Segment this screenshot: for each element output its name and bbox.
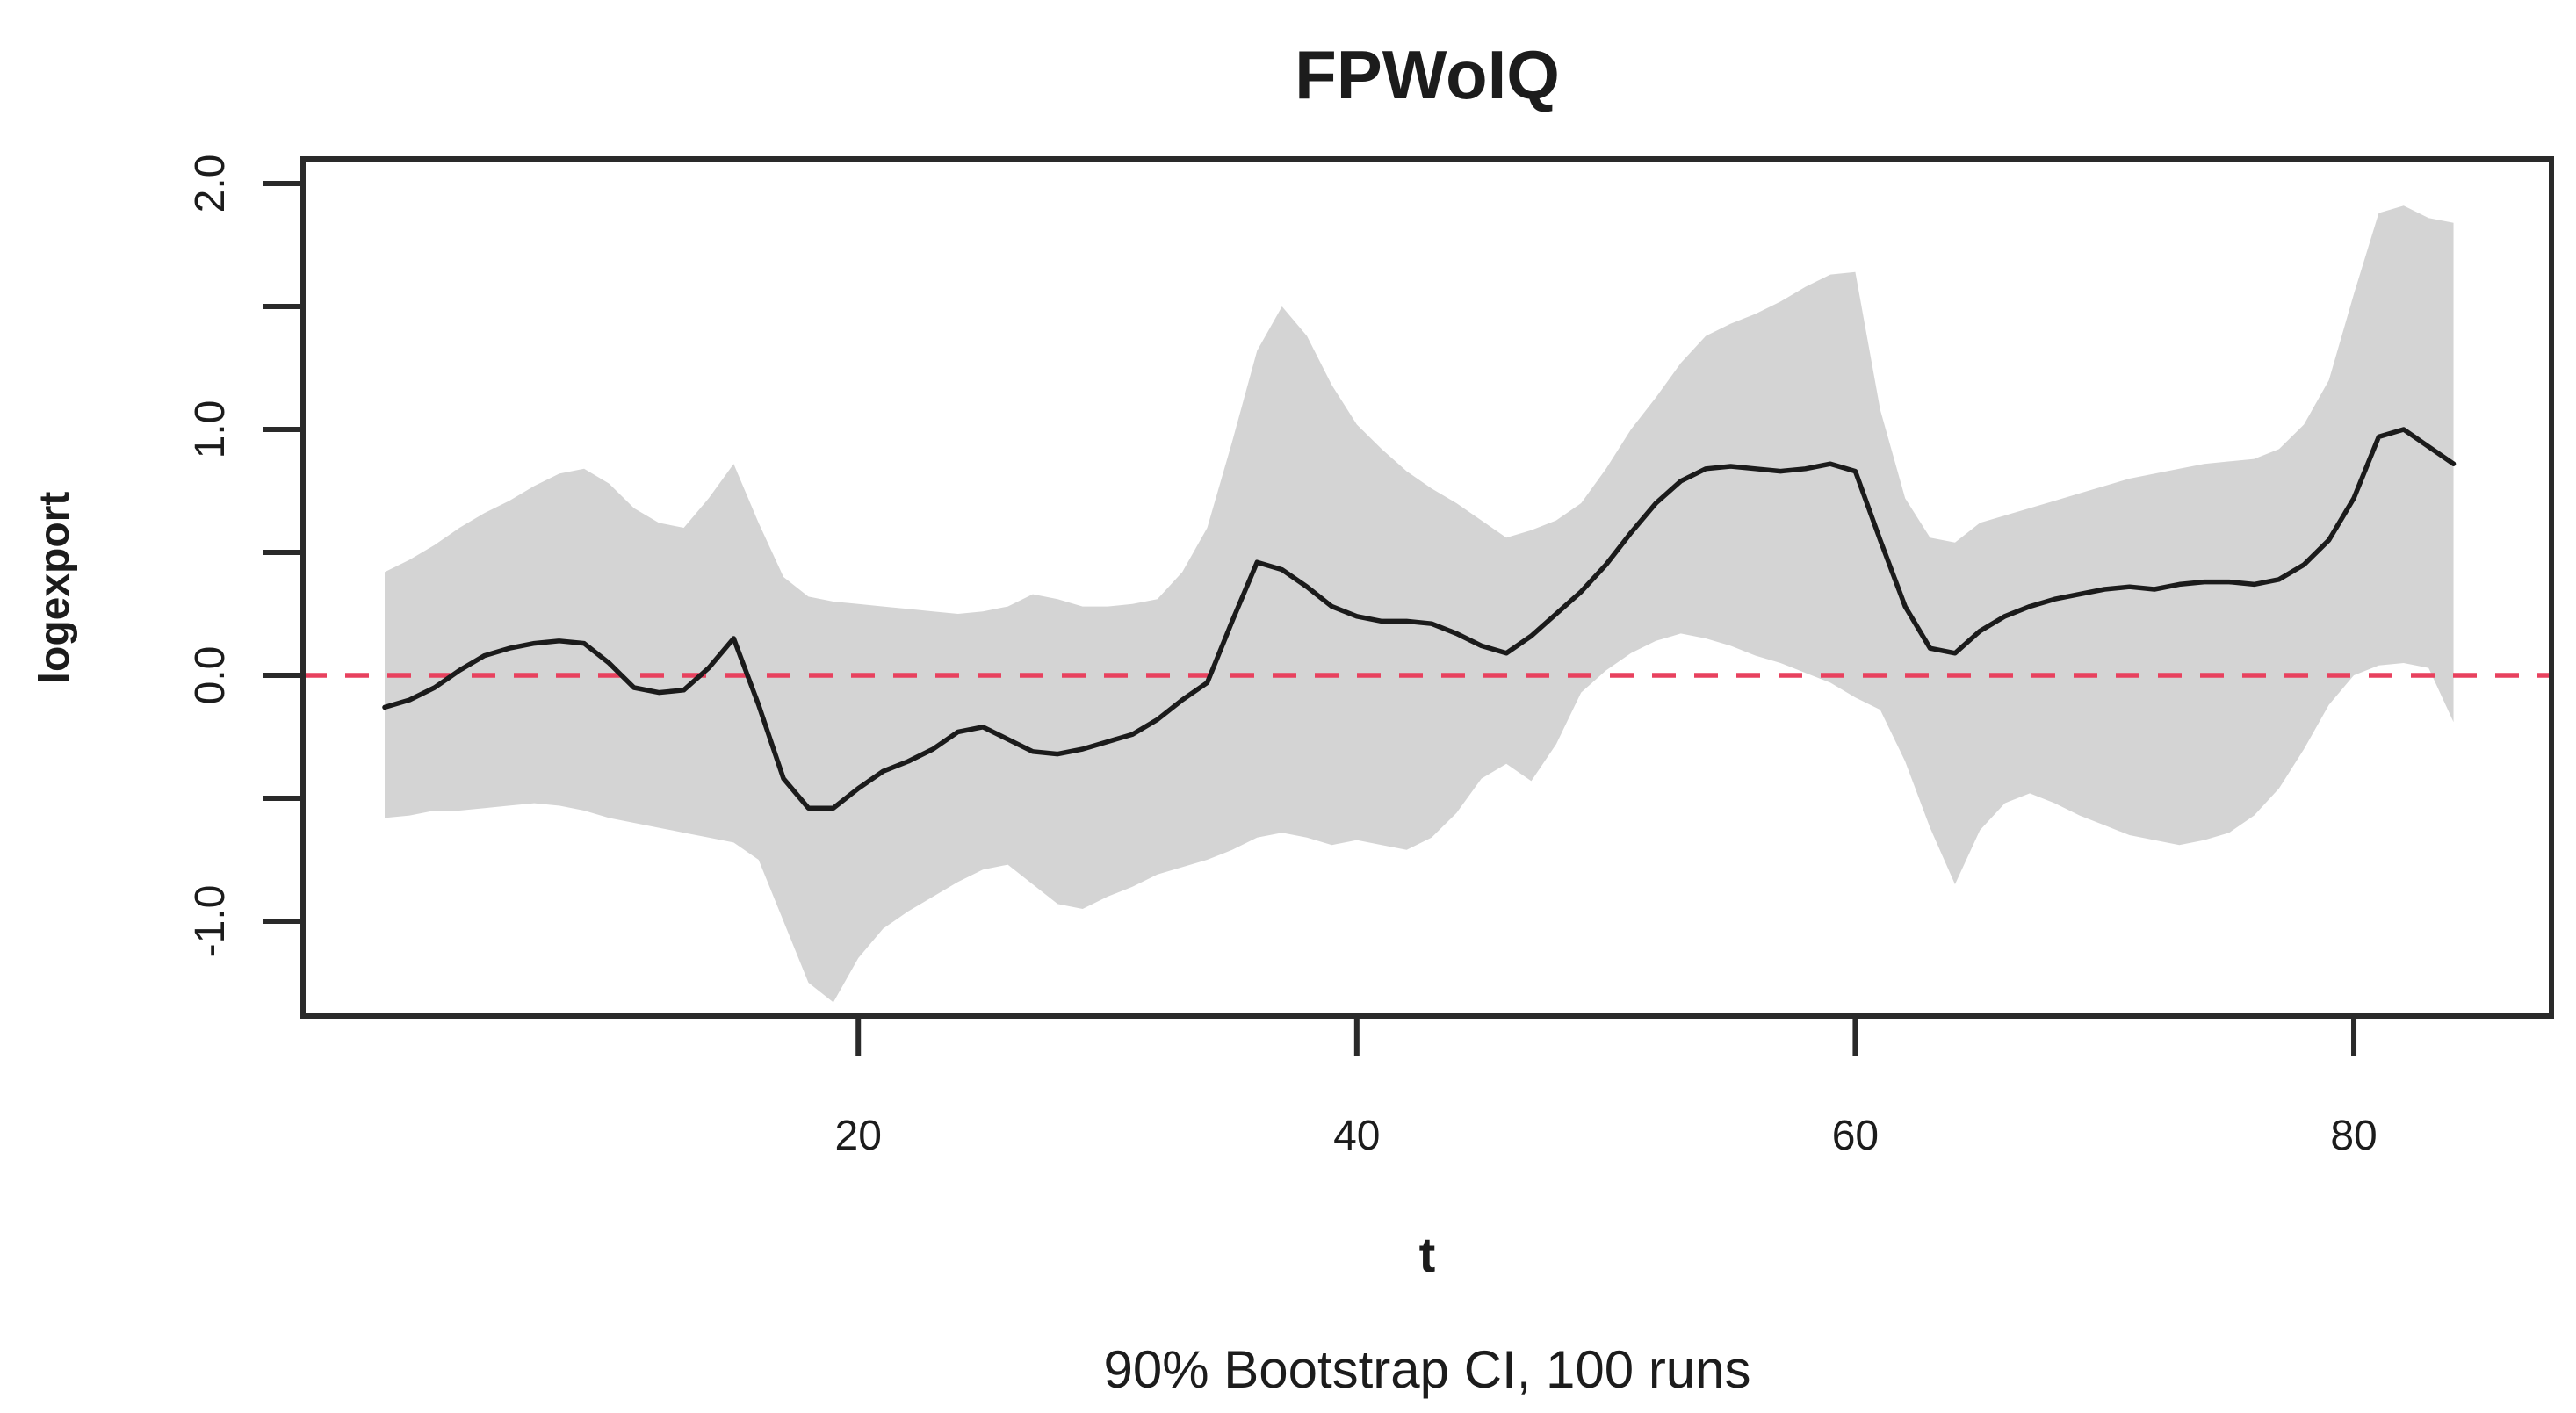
x-tick-label: 80 [2330, 1113, 2377, 1159]
confidence-band-polygon [385, 205, 2454, 1003]
x-tick-label: 60 [1832, 1113, 1879, 1159]
ci-band [385, 205, 2454, 1003]
chart-subtitle: 90% Bootstrap CI, 100 runs [1103, 1340, 1750, 1399]
x-axis-label: t [1419, 1227, 1436, 1282]
plot-frame [300, 156, 2554, 1019]
y-axis-label: logexport [32, 492, 78, 684]
mean-polyline [382, 427, 2457, 811]
y-axis-ticks: 2.0 1.0 0.0 -1.0 [187, 155, 303, 958]
y-tick-label: -1.0 [187, 885, 234, 958]
chart-title: FPWoIQ [1295, 36, 1560, 113]
x-tick-label: 20 [835, 1113, 882, 1159]
x-axis-ticks: 20 40 60 80 [835, 1016, 2378, 1159]
y-tick-label: 0.0 [187, 646, 234, 705]
x-tick-label: 40 [1333, 1113, 1380, 1159]
y-tick-label: 1.0 [187, 400, 234, 459]
y-tick-label: 2.0 [187, 155, 234, 213]
mean-line [382, 427, 2457, 811]
